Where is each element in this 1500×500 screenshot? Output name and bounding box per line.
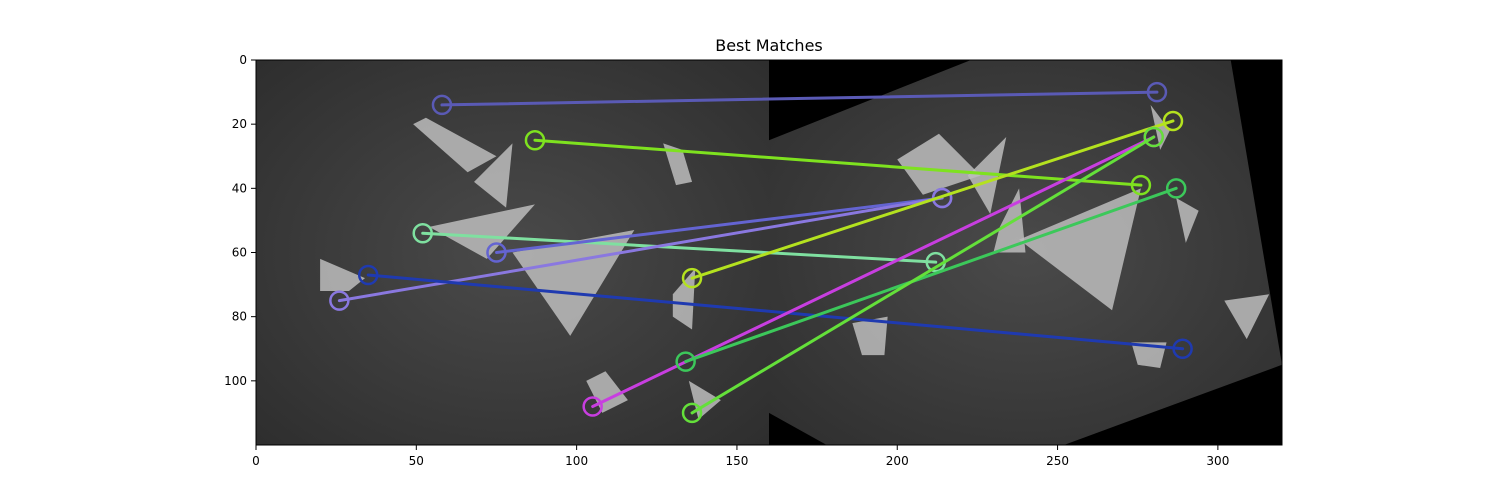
x-tick-label: 300	[1206, 454, 1229, 468]
y-tick-label: 0	[239, 53, 247, 67]
axis-ticks: 0 50 100 150 200 250 300 0 20 40 60 80 100	[224, 53, 1229, 468]
image-shape	[1131, 342, 1167, 368]
keypoint-left	[582, 396, 603, 417]
x-tick-label: 0	[252, 454, 260, 468]
match-line	[494, 196, 944, 254]
keypoint-left	[524, 129, 546, 151]
image-shape	[320, 258, 366, 291]
image-shape	[429, 204, 535, 259]
keypoint-right	[1130, 174, 1152, 196]
image-shape	[474, 143, 513, 208]
keypoint-left	[329, 290, 350, 311]
image-shape	[993, 188, 1026, 253]
x-tick-label: 250	[1046, 454, 1069, 468]
image-shape	[586, 371, 628, 413]
match-line	[421, 231, 938, 264]
match-line	[690, 119, 1175, 280]
chart-title: Best Matches	[715, 36, 823, 55]
keypoint-right	[1172, 338, 1193, 359]
match-7	[681, 110, 1184, 289]
match-1	[431, 81, 1168, 116]
match-line	[337, 196, 944, 303]
match-line	[366, 273, 1185, 351]
keypoint-left	[431, 94, 453, 116]
image-shape	[967, 137, 1007, 214]
y-tick-label: 40	[232, 181, 247, 195]
image-layer	[256, 60, 1282, 445]
match-9	[675, 178, 1187, 372]
match-2	[524, 129, 1152, 196]
keypoint-right	[1146, 81, 1168, 103]
y-tick-label: 100	[224, 374, 247, 388]
image-shape	[1224, 294, 1270, 340]
keypoint-right	[1143, 126, 1164, 148]
image-shape	[1150, 104, 1170, 150]
keypoint-left	[681, 267, 703, 289]
keypoint-right	[1162, 110, 1184, 132]
match-line	[533, 138, 1143, 187]
x-tick-label: 150	[725, 454, 748, 468]
match-line	[440, 90, 1159, 107]
image-shape	[1176, 197, 1199, 243]
image-shape	[663, 143, 693, 186]
match-line	[684, 186, 1178, 364]
match-line	[690, 135, 1156, 415]
x-tick-label: 200	[886, 454, 909, 468]
match-10	[681, 126, 1164, 424]
keypoint-left	[412, 223, 433, 244]
y-tick-label: 60	[232, 246, 247, 260]
x-tick-label: 50	[409, 454, 424, 468]
image-shape	[672, 268, 696, 330]
match-layer	[329, 81, 1193, 424]
keypoint-left	[357, 264, 379, 286]
image-shape	[413, 117, 497, 173]
image-shape	[852, 316, 888, 356]
x-tick-label: 100	[565, 454, 588, 468]
keypoint-left	[486, 242, 507, 263]
image-shape	[1019, 188, 1141, 311]
image-shape	[897, 133, 981, 195]
y-tick-label: 20	[232, 117, 247, 131]
y-tick-label: 80	[232, 310, 247, 324]
keypoint-left	[681, 402, 703, 424]
match-6	[357, 264, 1193, 359]
keypoint-right	[1165, 178, 1187, 199]
keypoint-left	[675, 351, 696, 372]
